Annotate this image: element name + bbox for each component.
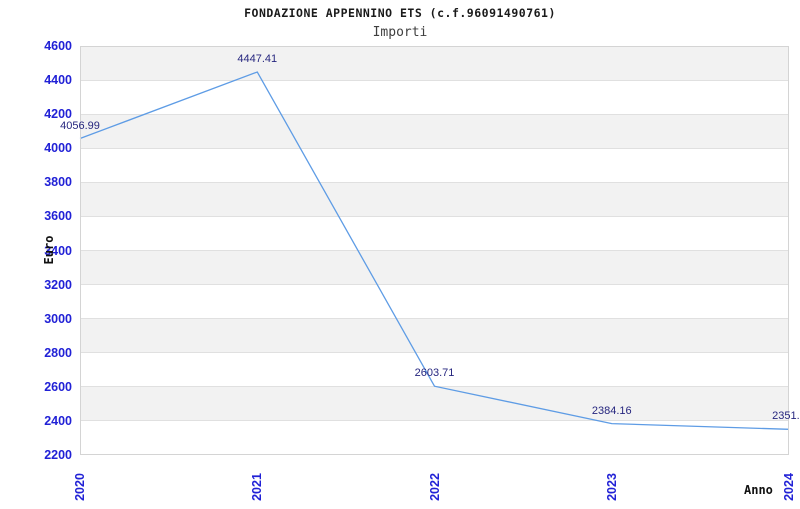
point-label: 2384.16	[591, 404, 632, 417]
y-tick-label: 4400	[44, 73, 72, 88]
plot-band	[80, 386, 789, 421]
x-axis-title: Anno	[744, 483, 773, 497]
y-tick-label: 4600	[44, 39, 72, 53]
y-tick-label: 3600	[44, 209, 72, 224]
gridline	[80, 147, 789, 149]
y-axis-title: Euro	[42, 235, 56, 265]
y-tick-label: 3200	[44, 277, 72, 292]
point-label: 4056.99	[60, 119, 100, 132]
gridline	[80, 318, 789, 320]
gridline	[80, 113, 789, 115]
chart-title: FONDAZIONE APPENNINO ETS (c.f.9609149076…	[244, 6, 556, 20]
y-tick-label: 2600	[44, 379, 72, 394]
gridline	[80, 181, 789, 183]
y-tick-label: 3400	[44, 243, 72, 258]
point-label: 4447.41	[237, 53, 278, 65]
y-tick-label: 2800	[44, 345, 72, 360]
chart-subtitle: Importi	[372, 25, 428, 40]
x-tick-label: 2024	[782, 473, 796, 501]
plot-band	[80, 114, 789, 149]
plot-band	[80, 182, 789, 217]
gridline	[80, 352, 789, 354]
x-tick-label: 2022	[427, 473, 442, 501]
x-tick-label: 2021	[250, 473, 265, 501]
gridline	[80, 79, 789, 81]
plot-band	[80, 250, 789, 285]
plot-band	[80, 46, 789, 81]
point-label: 2351.1	[772, 410, 800, 423]
gridline	[80, 420, 789, 422]
y-tick-label: 3000	[44, 311, 72, 326]
point-label: 2603.71	[414, 367, 455, 380]
gridline	[80, 284, 789, 286]
y-tick-label: 4000	[44, 141, 72, 156]
x-tick-label: 2020	[73, 473, 87, 501]
y-tick-label: 2200	[44, 448, 72, 462]
x-tick-label: 2023	[604, 473, 619, 501]
y-tick-label: 2400	[44, 413, 72, 428]
y-tick-label: 4200	[44, 107, 72, 122]
y-tick-label: 3800	[44, 175, 72, 190]
gridline	[80, 386, 789, 388]
gridline	[80, 250, 789, 251]
plot-band	[80, 318, 789, 353]
gridline	[80, 215, 789, 217]
